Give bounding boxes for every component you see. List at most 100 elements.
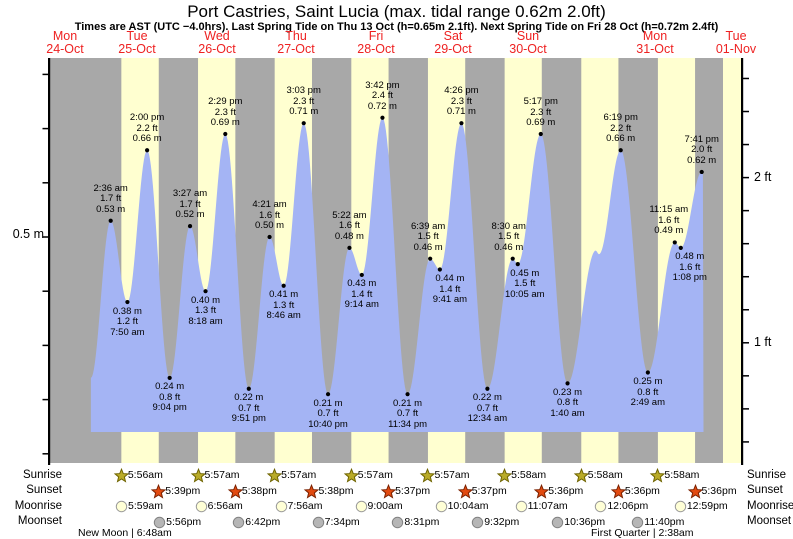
high-tide-label: 11:15 am 1.6 ft 0.49 m	[649, 204, 689, 237]
left-axis-tick	[42, 398, 49, 401]
high-tide-label: 2:29 pm 2.3 ft 0.69 m	[208, 96, 243, 129]
tide-point-dot	[515, 262, 520, 267]
sunset-star-icon	[227, 483, 244, 499]
high-tide-label: 3:03 pm 2.3 ft 0.71 m	[286, 85, 321, 118]
high-tide-label: 2:36 am 1.7 ft 0.53 m	[93, 182, 128, 215]
right-axis-tick	[743, 209, 749, 212]
row-label-right-moonset: Moonset	[747, 515, 792, 527]
moonrise-circle-icon	[435, 500, 447, 513]
right-axis-tick	[743, 309, 749, 311]
high-tide-label: 7:41 pm 2.0 ft 0.62 m	[684, 133, 719, 166]
high-tide-label: 6:39 am 1.5 ft 0.46 m	[411, 220, 446, 253]
low-tide-label: 0.40 m 1.3 ft 8:18 am	[188, 294, 223, 327]
low-tide-label: 0.48 m 1.6 ft 1:08 pm	[672, 251, 707, 284]
tide-point-dot	[125, 299, 130, 305]
right-axis-tick	[743, 408, 749, 410]
sunset-star-icon	[151, 483, 167, 499]
sunrise-star-icon	[496, 467, 513, 483]
right-axis-tick	[743, 441, 749, 443]
page-title: Port Castries, Saint Lucia (max. tidal r…	[187, 2, 606, 21]
moonrise-time: 11:07am	[527, 500, 568, 512]
low-tide-label: 0.45 m 1.5 ft 10:05 am	[504, 267, 545, 300]
right-axis-tick	[743, 342, 749, 344]
right-axis-tick	[743, 275, 749, 278]
spring-tide-subtitle: Times are AST (UTC −4.0hrs). Last Spring…	[74, 21, 719, 33]
sunset-time: 5:38pm	[318, 484, 354, 497]
low-tide-label: 0.22 m 0.7 ft 9:51 pm	[231, 392, 266, 425]
right-axis-tick	[743, 176, 749, 179]
left-axis-tick	[42, 182, 49, 184]
sunrise-time: 5:57am	[281, 469, 317, 481]
right-axis-tick	[743, 110, 749, 113]
right-axis-tick	[743, 77, 749, 80]
low-tide-label: 0.21 m 0.7 ft 11:34 pm	[388, 397, 428, 430]
moonrise-circle-icon	[275, 500, 287, 513]
tide-point-dot	[510, 256, 515, 261]
sunset-star-icon	[534, 483, 550, 499]
y-axis-label-feet: 2 ft	[754, 169, 772, 184]
tide-point-dot	[301, 121, 306, 126]
tide-point-dot	[565, 381, 570, 386]
row-label-right-sunrise: Sunrise	[747, 468, 786, 481]
moonset-circle-icon	[153, 516, 166, 528]
sunrise-star-icon	[343, 467, 360, 483]
row-label-right-moonrise: Moonrise	[747, 499, 793, 512]
sunset-star-icon	[687, 483, 703, 499]
moonset-time: 9:32pm	[484, 515, 520, 528]
high-tide-label: 8:30 am 1.5 ft 0.46 m	[491, 220, 526, 253]
high-tide-label: 5:17 pm 2.3 ft 0.69 m	[523, 96, 558, 129]
moonrise-time: 12:59pm	[686, 500, 728, 512]
tide-point-dot	[223, 131, 228, 137]
sunset-time: 5:37pm	[471, 484, 507, 497]
tide-point-dot	[405, 392, 410, 397]
tide-point-dot	[699, 169, 704, 175]
day-label: Tue 01-Nov	[715, 29, 757, 56]
row-label-left-sunset: Sunset	[26, 484, 62, 496]
low-tide-label: 0.43 m 1.4 ft 9:14 am	[344, 278, 379, 311]
moonrise-circle-icon	[674, 500, 687, 513]
y-axis-label-feet: 1 ft	[754, 334, 772, 349]
day-label: Thu 27-Oct	[277, 29, 315, 56]
tide-point-dot	[538, 131, 543, 137]
sunset-time: 5:36pm	[548, 484, 584, 497]
tide-point-dot	[145, 148, 150, 153]
sunrise-star-icon	[190, 467, 206, 483]
moonset-time: 11:40pm	[644, 515, 685, 528]
sunset-star-icon	[380, 483, 397, 499]
day-label: Mon 31-Oct	[636, 29, 674, 56]
low-tide-label: 0.24 m 0.8 ft 9:04 pm	[152, 381, 187, 414]
sunset-time: 5:36pm	[624, 484, 660, 497]
tide-point-dot	[672, 240, 677, 245]
high-tide-label: 2:00 pm 2.2 ft 0.66 m	[129, 112, 165, 145]
y-axis-label-meters: 0.5 m	[12, 227, 44, 241]
moonrise-time: 7:56am	[287, 500, 323, 512]
sunrise-time: 5:57am	[204, 469, 240, 481]
tide-point-dot	[485, 386, 490, 391]
moonset-circle-icon	[472, 516, 484, 528]
tide-point-dot	[380, 115, 385, 120]
day-label: Sat 29-Oct	[434, 29, 472, 56]
moonrise-time: 10:04am	[447, 500, 489, 512]
left-axis-tick	[42, 127, 49, 130]
moonset-time: 10:36pm	[564, 515, 606, 528]
moonset-circle-icon	[552, 516, 564, 528]
left-axis-tick	[42, 290, 49, 292]
day-label: Sun 30-Oct	[509, 29, 547, 56]
low-tide-label: 0.25 m 0.8 ft 2:49 am	[630, 376, 666, 408]
tide-point-dot	[267, 234, 272, 240]
sunset-time: 5:38pm	[241, 484, 277, 497]
moonrise-time: 5:59am	[128, 500, 164, 512]
sunrise-time: 5:57am	[357, 469, 393, 481]
right-axis-tick	[743, 143, 749, 146]
moonset-time: 5:56pm	[166, 515, 202, 528]
moonrise-time: 9:00am	[367, 500, 403, 512]
sunset-time: 5:36pm	[701, 484, 737, 497]
sunrise-star-icon	[650, 467, 666, 483]
sunrise-star-icon	[420, 467, 436, 483]
moonset-circle-icon	[312, 516, 324, 528]
day-label: Fri 28-Oct	[357, 29, 395, 56]
tide-point-dot	[618, 148, 623, 153]
row-label-left-moonrise: Moonrise	[14, 499, 62, 512]
